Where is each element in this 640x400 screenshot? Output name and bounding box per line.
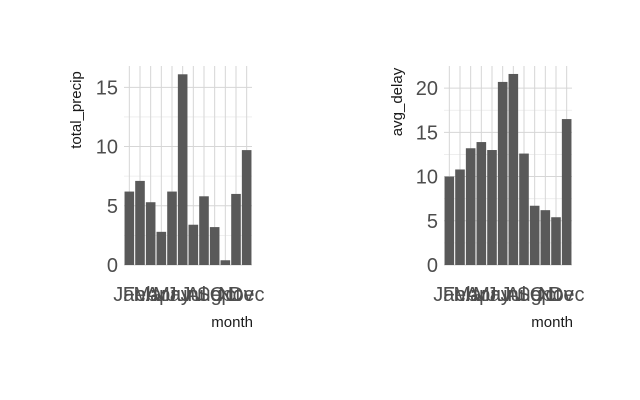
delay-bars [444,73,572,266]
delay-x-tick-label: Jul [501,284,527,306]
precip-x-tick-label: Nov [218,284,254,306]
precip-bar-oct [220,260,231,265]
delay-bar-feb [455,169,465,265]
delay-bar-apr [476,142,487,265]
precip-bar-sep [209,227,220,265]
delay-y-tick-label: 10 [416,167,438,189]
precip-bar-may [167,191,177,265]
precip-x-tick-label: Jun [167,284,199,306]
precip-x-tick-label: Feb [123,284,157,306]
delay-panel: avg_delay month 0 5 10 15 20 JanFebMarAprMayJ… [389,66,584,331]
delay-x-tick-label: Aug [506,284,542,306]
precip-x-tick-label: Jan [113,284,145,306]
delay-bar-oct [540,210,551,265]
precip-y-tick-label: 0 [107,255,118,277]
delay-y-tick-label: 20 [416,78,438,100]
precip-panel: total_precip month 0 5 10 15 JanFebMarAprMay… [68,66,264,331]
precip-bar-mar [145,202,156,265]
delay-y-tick-label: 15 [416,122,438,144]
delay-x-tick-label: May [473,284,511,306]
delay-x-tick-label: Jan [433,284,465,306]
precip-x-tick-label: Aug [186,284,222,306]
precip-y-tick-label: 15 [96,77,118,99]
precip-bar-dec [241,150,252,265]
precip-x-tick-label: Jul [181,284,207,306]
precip-bar-aug [199,196,209,265]
delay-bar-may [487,150,497,265]
delay-x-tick-label: Mar [453,284,488,306]
precip-bar-jan [124,191,135,265]
delay-x-tick-label: Jun [487,284,519,306]
precip-y-tick-labels: 0 5 10 15 [96,77,118,277]
precip-x-tick-label: May [153,284,191,306]
precip-x-tick-label: Apr [146,284,177,306]
precip-bar-apr [156,231,167,265]
precip-bar-feb [135,180,145,265]
precip-x-tick-label: Oct [210,284,242,306]
delay-x-tick-label: Apr [466,284,497,306]
delay-bar-aug [519,153,529,265]
precip-y-tick-label: 10 [96,137,118,159]
delay-bar-dec [561,119,572,265]
delay-x-tick-label: Dec [549,284,585,306]
delay-y-tick-labels: 0 5 10 15 20 [416,78,438,277]
delay-bar-jul [508,73,519,266]
delay-x-tick-label: Sep [517,284,553,306]
delay-x-axis-title: month [531,314,573,331]
delay-x-tick-label: Feb [443,284,477,306]
precip-x-tick-label: Sep [197,284,233,306]
precip-bar-jun [177,74,188,266]
precip-bar-jul [188,224,199,265]
delay-bar-nov [551,217,561,265]
delay-bar-jun [497,81,508,265]
delay-bar-mar [465,148,476,265]
precip-bar-nov [231,193,241,265]
delay-y-tick-label: 5 [427,211,438,233]
delay-x-tick-label: Nov [538,284,574,306]
delay-x-tick-label: Oct [530,284,562,306]
precip-bars [124,74,252,266]
delay-y-axis-title: avg_delay [389,67,406,136]
precip-x-tick-label: Mar [133,284,168,306]
precip-x-tick-label: Dec [229,284,265,306]
precip-y-tick-label: 5 [107,196,118,218]
precip-y-axis-title: total_precip [68,71,85,149]
delay-y-tick-label: 0 [427,255,438,277]
precip-x-axis-title: month [211,314,253,331]
delay-bar-sep [529,205,540,265]
delay-bar-jan [444,176,455,265]
